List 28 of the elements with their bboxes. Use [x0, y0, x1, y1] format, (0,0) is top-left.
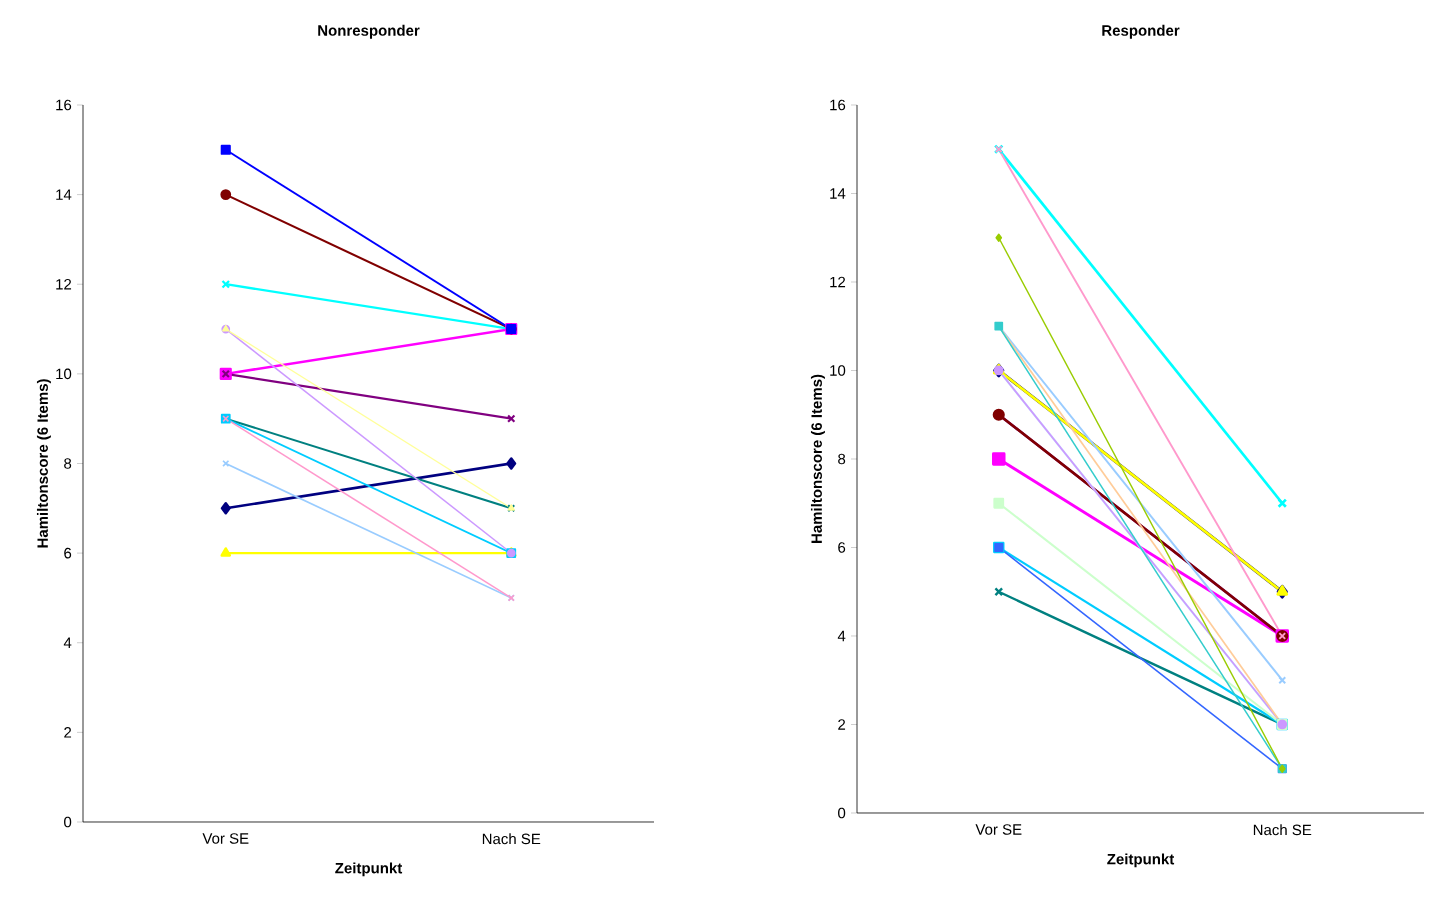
y-tick-label: 16	[56, 99, 72, 111]
x-tick-label: Nach SE	[482, 833, 541, 845]
y-tick-label: 14	[56, 189, 72, 200]
y-tick-label: 12	[830, 276, 846, 288]
y-tick-label: 2	[64, 727, 72, 738]
y-tick-label: 10	[56, 368, 72, 380]
y-tick-label: 8	[64, 458, 72, 469]
y-tick-label: 4	[837, 630, 846, 642]
y-tick-label: 12	[56, 279, 72, 290]
y-tick-label: 4	[63, 637, 72, 648]
y-axis-title: Hamiltonscore (6 Items)	[36, 379, 51, 548]
x-axis-title: Zeitpunkt	[335, 862, 403, 877]
y-tick-label: 2	[838, 719, 846, 730]
y-axis-title: Hamiltonscore (6 Items)	[810, 374, 825, 543]
y-tick-label: 6	[64, 547, 72, 559]
y-tick-label: 8	[838, 453, 846, 465]
x-tick-label: Vor SE	[202, 833, 249, 844]
chart-title: Responder	[1102, 24, 1180, 39]
y-tick-label: 10	[830, 365, 846, 376]
y-tick-label: 6	[838, 542, 846, 553]
y-tick-label: 0	[64, 816, 72, 828]
y-tick-label: 0	[838, 807, 846, 819]
x-tick-label: Vor SE	[975, 824, 1022, 835]
y-tick-label: 16	[830, 99, 846, 111]
chart-title: Nonresponder	[318, 24, 420, 39]
x-tick-label: Nach SE	[1253, 824, 1312, 836]
y-tick-label: 14	[830, 188, 846, 199]
x-axis-title: Zeitpunkt	[1107, 853, 1175, 868]
